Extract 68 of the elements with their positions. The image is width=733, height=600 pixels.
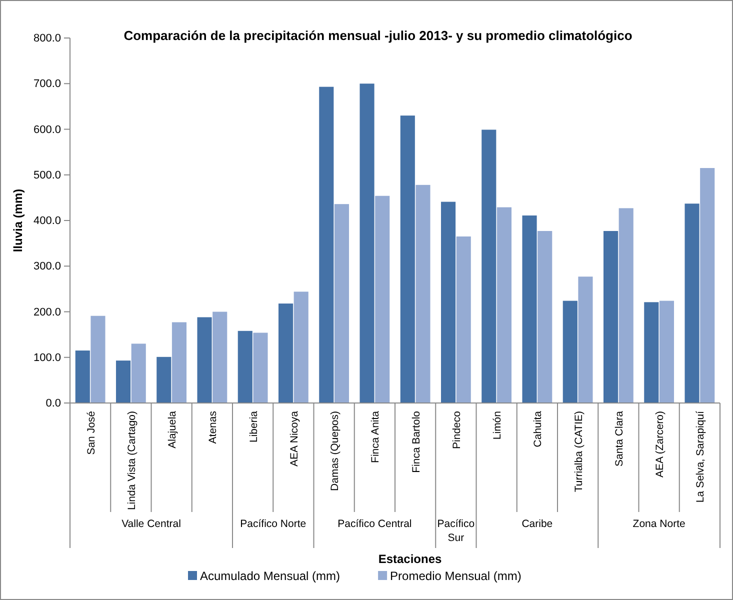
bar (294, 292, 308, 403)
bar (172, 322, 187, 403)
text: Pacífico Sur (437, 518, 475, 544)
y-tick-label: 0.0 (46, 398, 61, 410)
x-tick-label: San José (85, 410, 98, 455)
x-tick-label: Alajuela (166, 410, 179, 448)
bar (375, 196, 390, 403)
chart-title: Comparación de la precipitación mensual -julio 2013- y su promedio climatológico (124, 28, 632, 43)
text: Zona Norte (632, 518, 686, 530)
bar (334, 204, 350, 403)
y-tick-label: 400.0 (33, 215, 61, 228)
bar (212, 312, 228, 403)
y-tick-label: 200.0 (33, 306, 61, 318)
x-tick-label: Damas (Quepos) (329, 411, 342, 491)
legend-label: Acumulado Mensual (mm) (200, 569, 340, 583)
bar (440, 202, 456, 403)
text: Caribe (522, 518, 553, 530)
bar (75, 350, 90, 403)
bar (360, 84, 374, 403)
y-tick-label: 700.0 (33, 78, 61, 90)
x-tick-label: La Selva, Sarapiquí (694, 410, 707, 503)
x-tick-label: Liberia (248, 410, 260, 443)
bar (456, 236, 471, 403)
bar (578, 276, 593, 403)
bar (90, 316, 106, 403)
y-tick-label: 100.0 (33, 352, 61, 364)
x-tick-label: Turrialba (CATIE) (572, 411, 585, 492)
bar (644, 302, 659, 403)
y-tick-label: 500.0 (33, 169, 61, 182)
x-tick-label: Santa Clara (613, 410, 626, 466)
bar (482, 130, 496, 403)
x-axis-title: Estaciones (378, 552, 442, 566)
bar (603, 230, 618, 403)
y-tick-label: 800.0 (33, 32, 61, 45)
bar (416, 184, 430, 403)
x-tick-label: AEA (Zarcero) (654, 411, 666, 478)
x-tick-label: Finca Bartolo (410, 410, 422, 473)
bar (496, 207, 512, 403)
y-tick-label: 300.0 (33, 260, 61, 273)
bar (538, 230, 552, 403)
bar (253, 332, 268, 403)
x-tick-label: AEA Nicoya (288, 410, 300, 466)
bar (197, 317, 212, 403)
bar (156, 356, 172, 403)
bar (319, 86, 334, 403)
x-tick-label: Limón (492, 410, 504, 440)
bar (659, 300, 674, 403)
bar (116, 360, 131, 403)
x-tick-label: Pindeco (450, 410, 463, 449)
bar (238, 330, 252, 403)
bar (131, 344, 146, 403)
x-tick-label: Cahuita (532, 410, 544, 448)
x-tick-label: Finca Anita (370, 410, 382, 463)
y-axis-title: lluvia (mm) (11, 188, 25, 252)
y-tick-label: 600.0 (33, 124, 61, 136)
legend-label: Promedio Mensual (mm) (390, 569, 522, 583)
bar (684, 204, 700, 403)
text: Valle Central (122, 518, 181, 530)
x-tick-label: Linda Vista (Cartago) (126, 411, 138, 510)
bar (618, 208, 634, 403)
x-tick-label: Atenas (207, 411, 220, 444)
text: Pacífico Norte (240, 518, 306, 530)
bar (400, 116, 415, 403)
text: Pacífico Central (338, 518, 412, 530)
bar (562, 300, 578, 403)
bar (278, 304, 294, 403)
bar (522, 215, 537, 403)
bar (700, 168, 715, 403)
